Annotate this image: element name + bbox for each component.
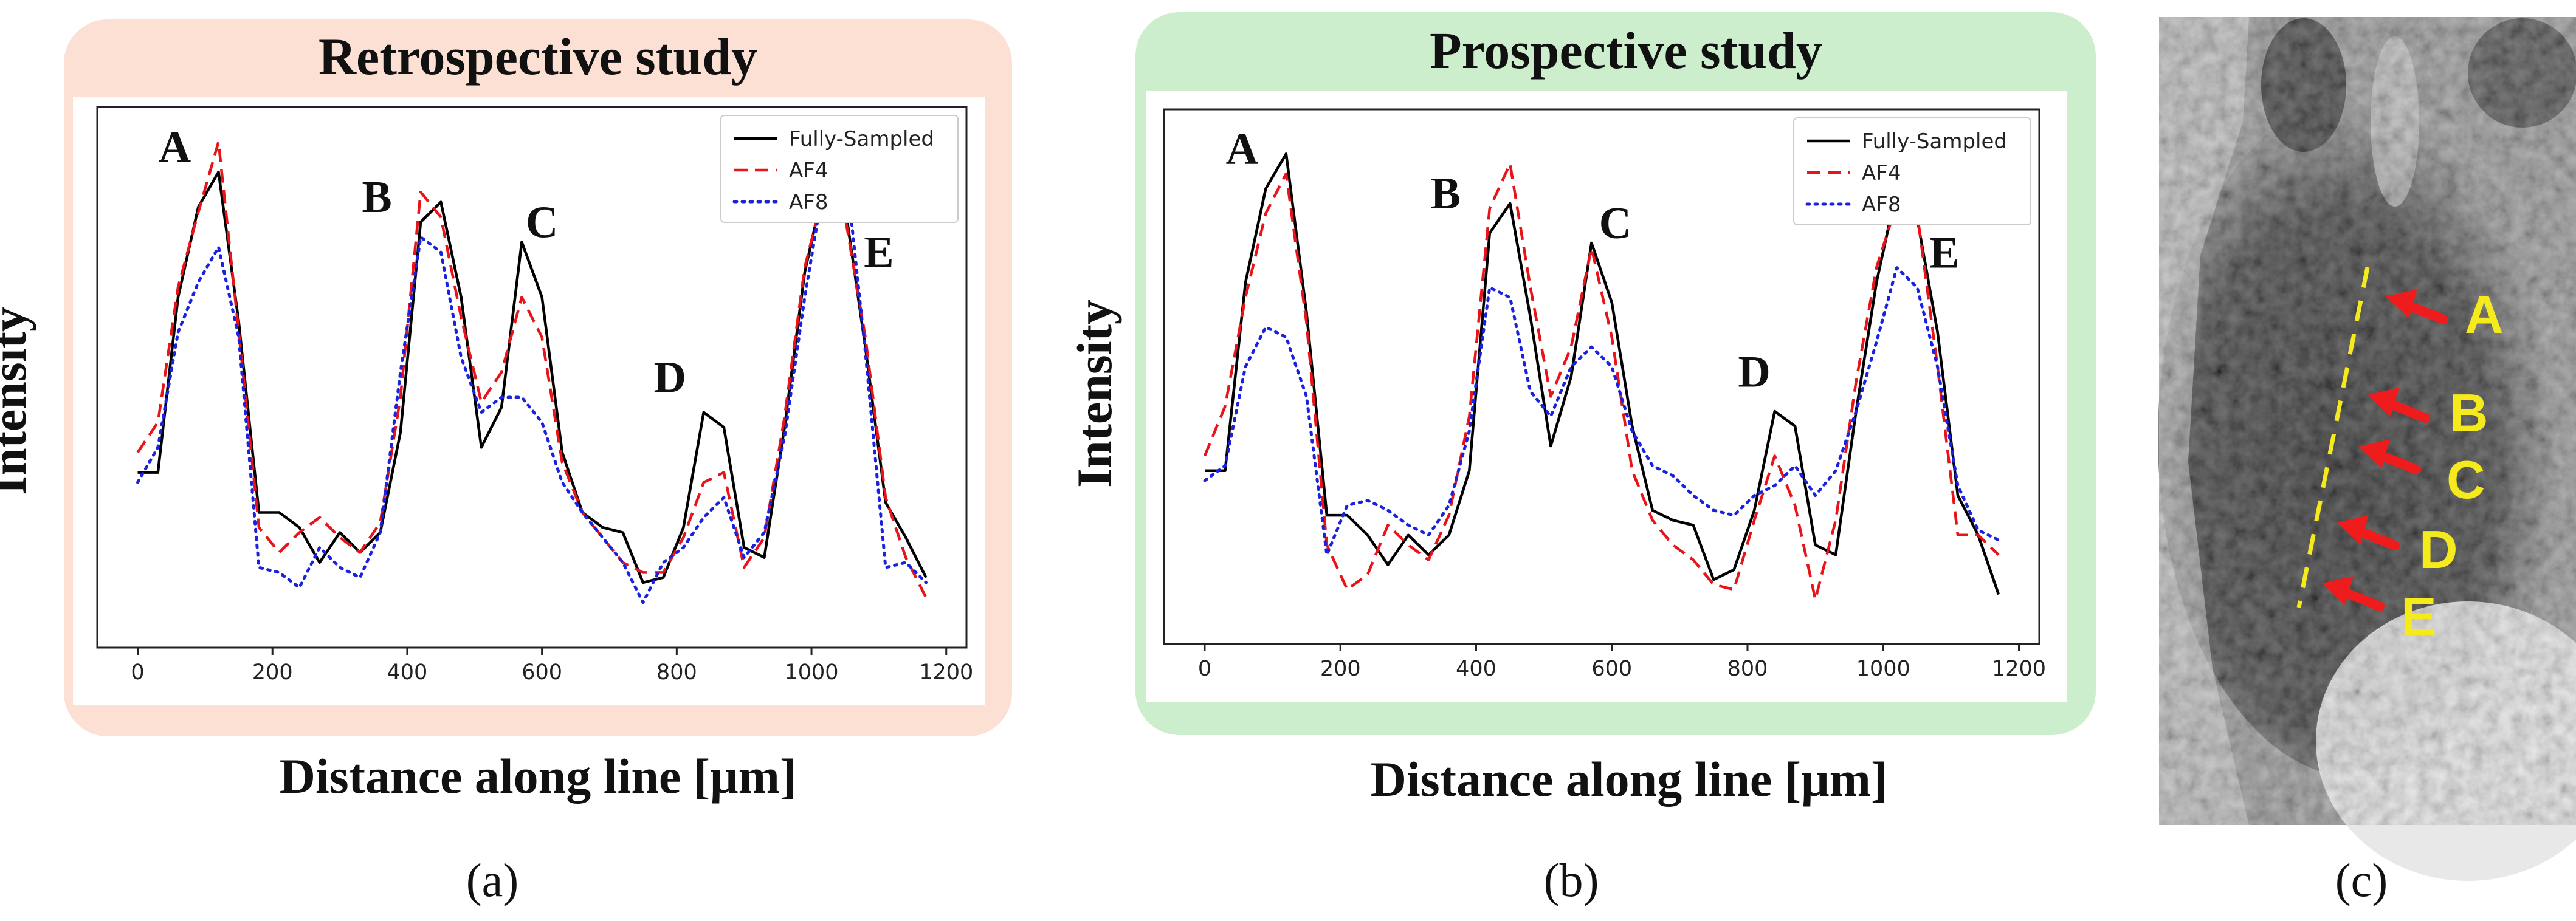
x-tick-label: 400 <box>1456 657 1496 681</box>
x-tick-label: 1000 <box>784 660 838 685</box>
caption-b: (b) <box>1544 854 1599 906</box>
legend-box <box>720 115 959 223</box>
arrow-head <box>2337 515 2369 544</box>
legend-label: Fully-Sampled <box>789 127 934 151</box>
caption-c: (c) <box>2335 854 2388 906</box>
profile-line <box>2296 267 2370 608</box>
x-tick-label: 0 <box>131 660 144 685</box>
legend-label: AF4 <box>789 159 828 183</box>
arrow-head <box>2358 439 2390 468</box>
y-axis-title: Intensity <box>0 307 36 495</box>
x-tick-label: 1200 <box>1992 657 2046 681</box>
panel-retrospective: Retrospective study 0 200 400 600 800 1000 120… <box>0 19 1012 906</box>
x-tick-label: 0 <box>1198 657 1211 681</box>
legend-label: AF4 <box>1862 161 1901 185</box>
image-label-a: A <box>2465 284 2504 344</box>
peak-label-b: B <box>1431 169 1461 219</box>
arrow-head <box>2322 576 2354 605</box>
x-tick-label: 600 <box>522 660 562 685</box>
series-line-af4 <box>1203 162 2000 601</box>
grayscale-mri-image <box>2158 17 2576 881</box>
caption-a: (a) <box>466 854 519 906</box>
peak-label-d: D <box>1738 347 1770 397</box>
legend-box <box>1793 117 2031 225</box>
chart-title: Retrospective study <box>319 27 757 86</box>
x-tick-label: 800 <box>656 660 697 685</box>
panel-prospective: Prospective study 0 200 400 600 800 1000 1200 A… <box>1067 12 2096 906</box>
peak-label-c: C <box>1599 199 1631 248</box>
x-tick-label: 200 <box>252 660 293 685</box>
arrow-head <box>2386 289 2417 318</box>
legend-label: Fully-Sampled <box>1862 129 2007 154</box>
plot-frame <box>96 106 968 649</box>
series-line-af8 <box>136 160 928 604</box>
chart-title: Prospective study <box>1430 21 1822 80</box>
x-tick-label: 800 <box>1727 657 1768 681</box>
x-axis-title: Distance along line [μm] <box>280 748 796 804</box>
series-line-fully-sampled <box>1205 152 2000 595</box>
legend: Fully-Sampled AF4 AF8 <box>1793 117 2031 225</box>
x-axis-title: Distance along line [μm] <box>1371 752 1887 807</box>
peak-label-d: D <box>654 353 686 403</box>
peak-label-a: A <box>159 123 191 173</box>
plot-frame <box>1163 108 2040 645</box>
y-axis-title: Intensity <box>1067 300 1122 488</box>
legend-label: AF8 <box>789 190 828 214</box>
peak-label-a: A <box>1226 125 1258 174</box>
x-tick-label: 1200 <box>919 660 973 685</box>
image-label-b: B <box>2450 383 2488 443</box>
image-label-e: E <box>2401 586 2437 646</box>
image-label-c: C <box>2447 450 2485 510</box>
x-tick-label: 400 <box>387 660 428 685</box>
series-line-af8 <box>1203 266 2000 556</box>
legend-label: AF8 <box>1862 193 1901 217</box>
peak-label-e: E <box>1929 228 1959 278</box>
peak-label-b: B <box>362 173 391 222</box>
series-line-fully-sampled <box>137 170 928 584</box>
series-line-af4 <box>136 140 928 598</box>
arrow-head <box>2368 388 2399 417</box>
x-tick-label: 200 <box>1320 657 1361 681</box>
peak-label-e: E <box>864 228 894 278</box>
x-tick-label: 1000 <box>1856 657 1910 681</box>
peak-label-c: C <box>526 197 558 247</box>
image-label-d: D <box>2419 519 2458 580</box>
plot-area: 0 200 400 600 800 1000 1200 A B C D E Fully-Sampled A… <box>131 115 973 685</box>
plot-area: 0 200 400 600 800 1000 1200 A B C D E Fully-Sampled A… <box>1198 117 2046 681</box>
legend: Fully-Sampled AF4 AF8 <box>720 115 959 223</box>
x-tick-label: 600 <box>1591 657 1632 681</box>
